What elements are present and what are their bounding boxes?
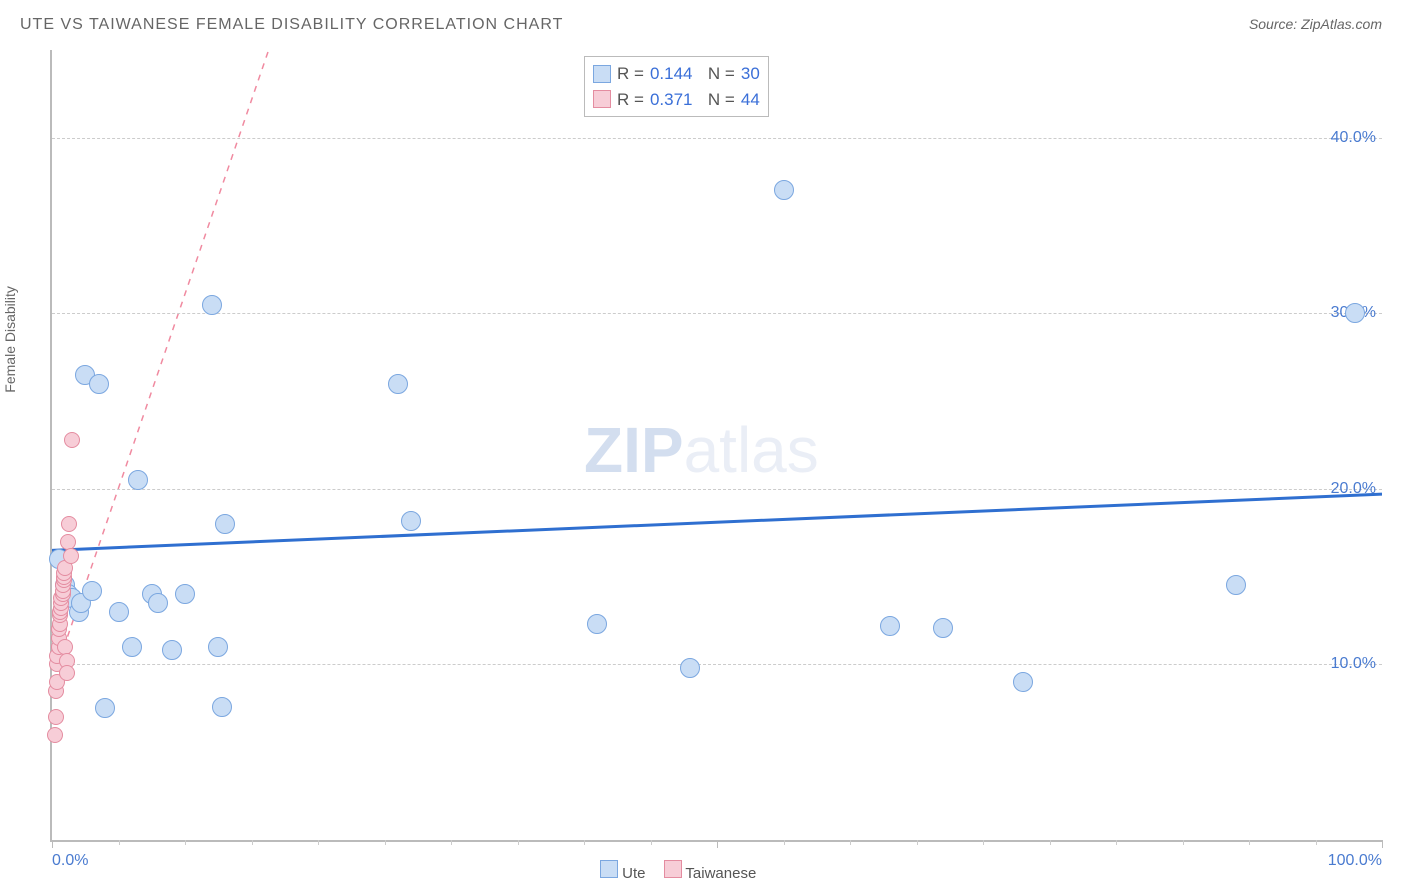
y-axis-label: Female Disability [2,286,18,393]
trend-lines [52,50,1382,840]
x-minor-tick [850,840,851,845]
x-minor-tick [1116,840,1117,845]
data-point [587,614,607,634]
legend-swatch [600,860,618,878]
data-point [95,698,115,718]
chart-title: UTE VS TAIWANESE FEMALE DISABILITY CORRE… [20,16,563,34]
data-point [109,602,129,622]
data-point [61,516,77,532]
x-minor-tick [385,840,386,845]
x-minor-tick [983,840,984,845]
plot-area: ZIPatlas R = 0.144 N = 30R = 0.371 N = 4… [50,50,1382,842]
data-point [89,374,109,394]
x-tick [717,840,718,848]
data-point [59,665,75,681]
gridline [52,138,1382,139]
x-minor-tick [1316,840,1317,845]
legend-label: Taiwanese [685,865,756,882]
x-minor-tick [1183,840,1184,845]
data-point [1013,672,1033,692]
gridline [52,489,1382,490]
data-point [63,548,79,564]
x-tick-label: 100.0% [1328,852,1382,870]
legend-swatch [664,860,682,878]
x-minor-tick [1249,840,1250,845]
legend-stats-box: R = 0.144 N = 30R = 0.371 N = 44 [584,56,769,117]
x-minor-tick [784,840,785,845]
x-tick-label: 0.0% [52,852,88,870]
data-point [64,432,80,448]
x-tick [1382,840,1383,848]
data-point [933,618,953,638]
y-tick-label: 10.0% [1331,655,1376,673]
stat-r-label: R = [617,87,644,113]
data-point [202,295,222,315]
legend-swatch [593,65,611,83]
legend-series: Ute Taiwanese [600,860,756,882]
data-point [82,581,102,601]
data-point [208,637,228,657]
data-point [122,637,142,657]
gridline [52,664,1382,665]
gridline [52,313,1382,314]
stat-n-value: 30 [741,61,760,87]
data-point [401,511,421,531]
data-point [680,658,700,678]
x-minor-tick [584,840,585,845]
x-tick [52,840,53,848]
legend-stat-row: R = 0.371 N = 44 [593,87,760,113]
x-minor-tick [119,840,120,845]
data-point [162,640,182,660]
stat-n-value: 44 [741,87,760,113]
data-point [1345,303,1365,323]
data-point [388,374,408,394]
x-minor-tick [518,840,519,845]
data-point [1226,575,1246,595]
data-point [128,470,148,490]
x-minor-tick [185,840,186,845]
stat-n-label: N = [698,87,734,113]
stat-r-value: 0.144 [650,61,693,87]
x-minor-tick [252,840,253,845]
stat-r-value: 0.371 [650,87,693,113]
data-point [47,727,63,743]
data-point [148,593,168,613]
data-point [212,697,232,717]
x-minor-tick [451,840,452,845]
x-minor-tick [651,840,652,845]
legend-swatch [593,90,611,108]
x-minor-tick [917,840,918,845]
watermark: ZIPatlas [584,413,819,487]
chart-source: Source: ZipAtlas.com [1249,16,1382,32]
data-point [175,584,195,604]
legend-item: Taiwanese [664,860,757,882]
stat-n-label: N = [698,61,734,87]
legend-item: Ute [600,860,646,882]
y-tick-label: 20.0% [1331,480,1376,498]
data-point [774,180,794,200]
legend-stat-row: R = 0.144 N = 30 [593,61,760,87]
legend-label: Ute [622,865,645,882]
x-minor-tick [318,840,319,845]
data-point [880,616,900,636]
data-point [215,514,235,534]
y-tick-label: 40.0% [1331,129,1376,147]
x-minor-tick [1050,840,1051,845]
stat-r-label: R = [617,61,644,87]
data-point [48,709,64,725]
